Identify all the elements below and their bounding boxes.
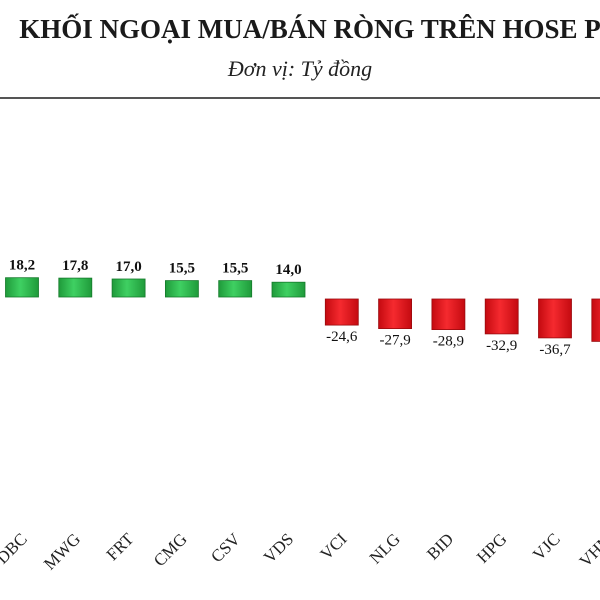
category-label-mwg: MWG [40,529,84,573]
bar-mwg [58,277,93,298]
value-label-csv: 15,5 [222,261,248,277]
bar-vjc [538,298,572,339]
value-label-vjc: -36,7 [539,342,571,358]
title-divider [0,97,600,99]
bar-nlg [378,298,413,330]
category-label-cmg: CMG [150,529,191,570]
value-label-mwg: 17,8 [62,258,88,274]
category-label-vhm: VHM [576,529,600,570]
chart-subtitle: Đơn vị: Tỷ đồng [227,56,373,81]
bar-dbc [5,277,39,298]
category-label-vjc: VJC [529,529,564,564]
category-label-vci: VCI [316,529,350,563]
value-label-vds: 14,0 [275,262,301,278]
category-label-hpg: HPG [473,529,510,566]
category-label-vds: VDS [260,529,297,566]
value-label-cmg: 15,5 [169,261,195,277]
category-label-csv: CSV [207,529,244,566]
value-label-frt: 17,0 [115,259,141,275]
value-labels-layer: 18,2 17,8 17,0 15,5 15,5 14,0 -24,6 -27,9 -28,9 -… [9,258,571,358]
value-label-dbc: 18,2 [9,258,35,274]
category-label-nlg: NLG [366,529,404,567]
bar-frt [111,278,146,298]
value-label-vci: -24,6 [326,329,358,345]
bar-hpg [484,298,519,335]
bar-vci [324,298,359,326]
value-label-hpg: -32,9 [486,338,517,354]
bar-bid [431,298,466,331]
bar-vds [271,281,306,298]
bar-vhm [591,298,600,342]
bars-layer [5,277,600,342]
category-labels-layer: DBC MWG FRT CMG CSV VDS VCI NLG BID HPG VJC VHM [0,529,600,574]
category-label-bid: BID [423,529,457,563]
bar-csv [218,280,253,298]
value-label-nlg: -27,9 [379,333,410,349]
category-label-dbc: DBC [0,529,31,567]
chart-title: KHỐI NGOẠI MUA/BÁN RÒNG TRÊN HOSE P [19,14,600,44]
bar-cmg [164,280,199,298]
category-label-frt: FRT [103,529,138,564]
chart-header: KHỐI NGOẠI MUA/BÁN RÒNG TRÊN HOSE P Đơn … [0,0,600,92]
value-label-bid: -28,9 [433,334,464,350]
